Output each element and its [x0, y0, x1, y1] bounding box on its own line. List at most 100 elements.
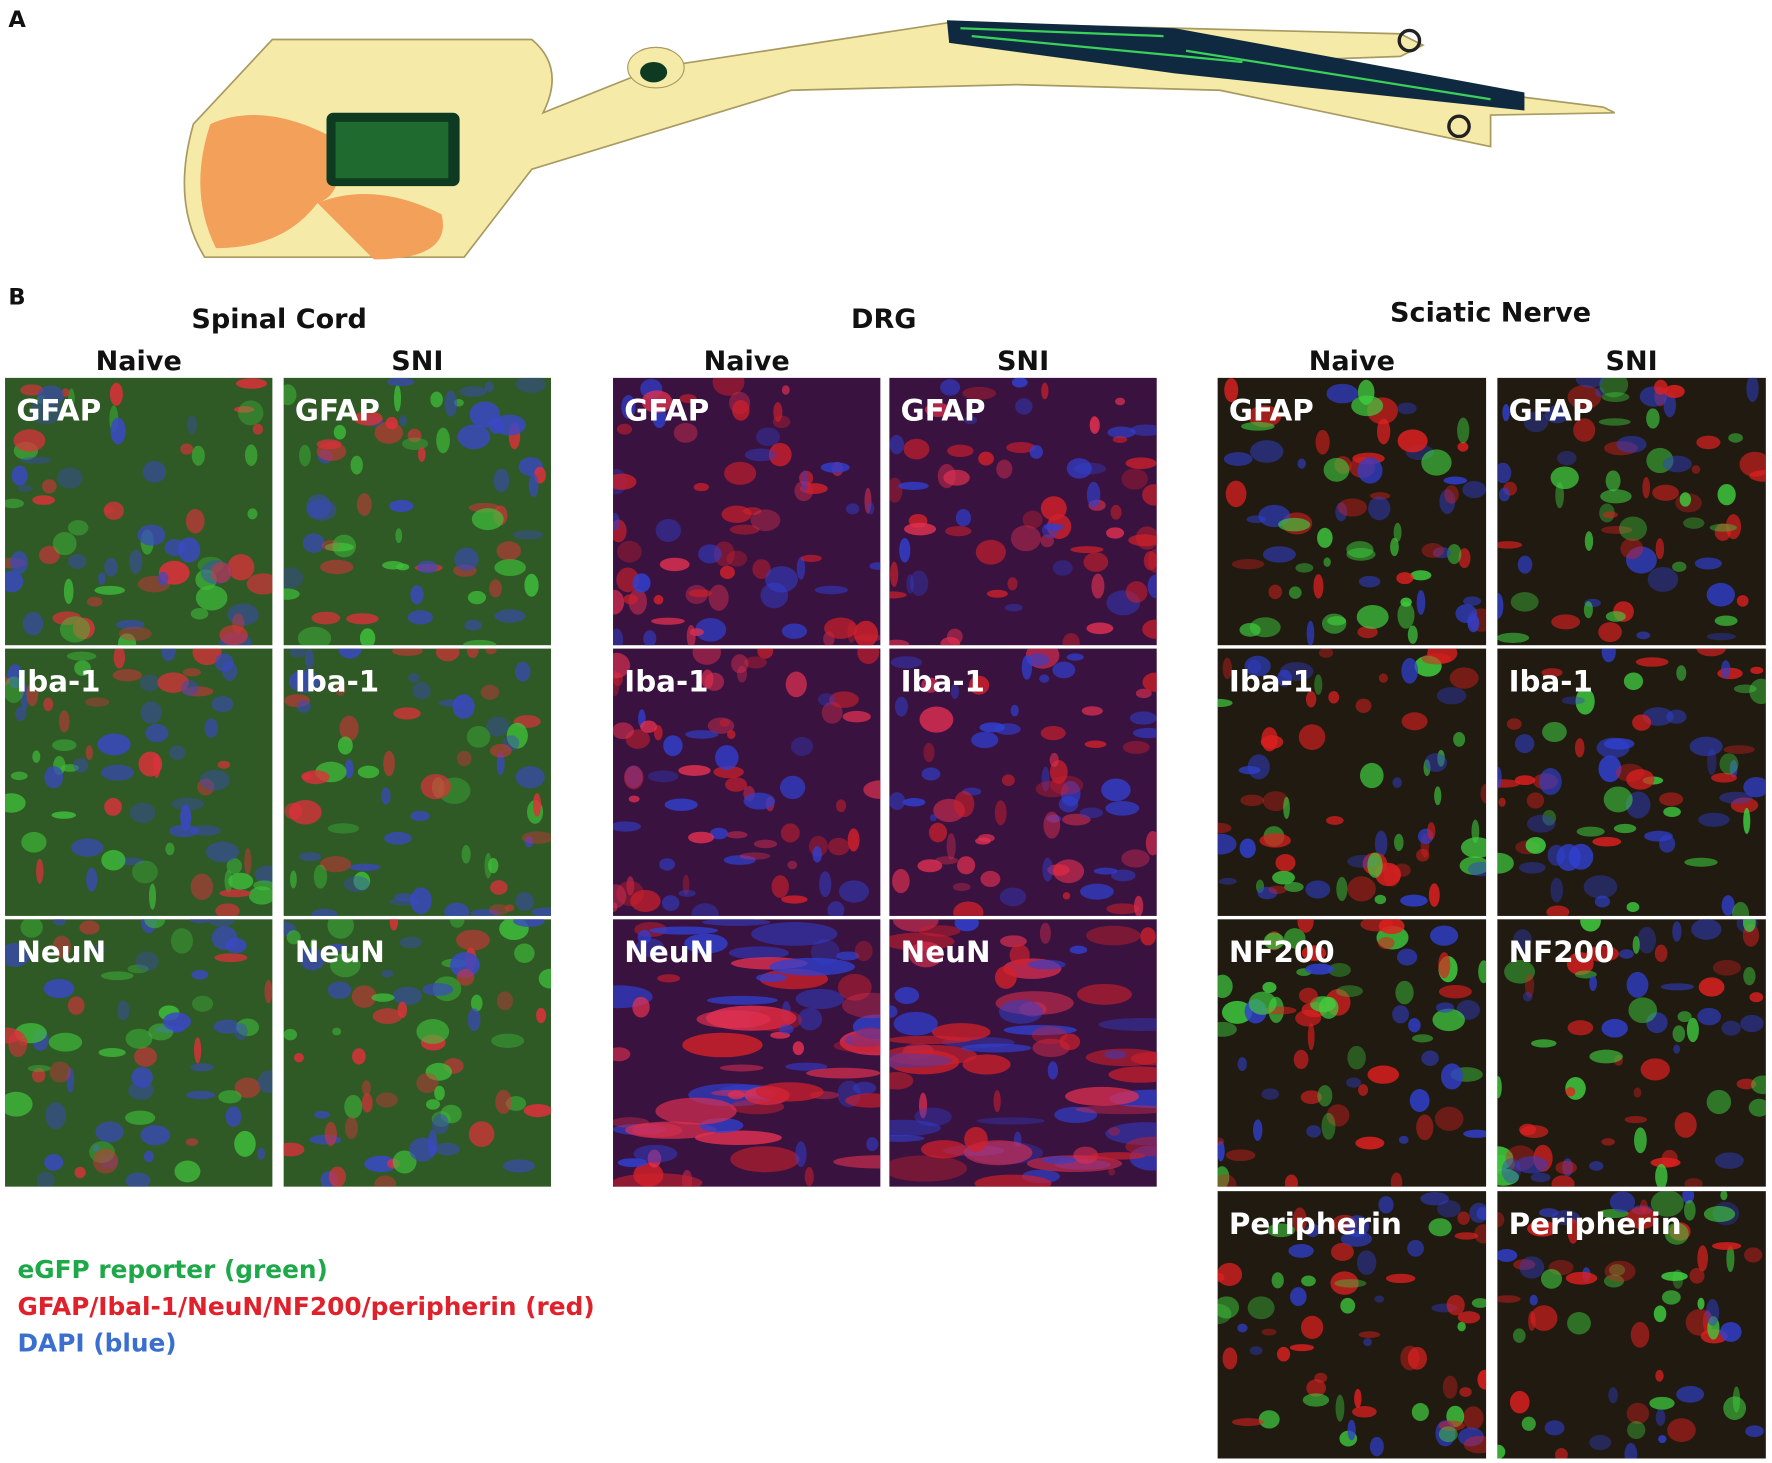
cell — [63, 578, 74, 605]
cell — [1374, 1295, 1385, 1303]
cell — [117, 633, 137, 646]
cell — [489, 904, 509, 916]
cell — [1323, 557, 1331, 567]
cell — [1567, 1218, 1579, 1244]
stain-label: Iba-1 — [1229, 664, 1313, 698]
cell — [1237, 1323, 1248, 1333]
cell — [1550, 877, 1564, 903]
cell — [1524, 973, 1535, 998]
cell — [283, 1142, 305, 1157]
cell — [1740, 1014, 1764, 1033]
cell — [964, 416, 978, 425]
cell — [1355, 698, 1372, 713]
cell — [1443, 476, 1468, 485]
cell — [514, 661, 531, 682]
column-header: Naive — [1309, 346, 1395, 377]
cell — [1266, 1223, 1296, 1238]
cell — [523, 1103, 551, 1118]
cell — [496, 541, 521, 561]
cell — [1497, 1146, 1514, 1171]
cell — [289, 870, 297, 889]
cell — [1438, 984, 1472, 999]
cell — [1684, 857, 1718, 867]
cell — [695, 618, 727, 642]
cell — [1603, 786, 1633, 813]
cell — [798, 1007, 823, 1031]
blobs — [613, 919, 881, 1187]
cell — [1043, 523, 1065, 531]
cell — [1335, 1394, 1345, 1422]
stain-label: GFAP — [1509, 394, 1594, 428]
cell — [1601, 1018, 1628, 1038]
cell — [1239, 838, 1256, 859]
cell — [1346, 547, 1376, 561]
cell — [1745, 1425, 1764, 1438]
cell — [1714, 1152, 1744, 1169]
cell — [170, 928, 193, 954]
cell — [1142, 619, 1157, 639]
cell — [1609, 1264, 1626, 1276]
cell — [392, 648, 423, 656]
cell — [1458, 1427, 1485, 1447]
cell — [1696, 648, 1726, 657]
cell — [968, 675, 990, 695]
cell — [1674, 1112, 1697, 1138]
cell — [349, 863, 381, 871]
stain-label: Peripherin — [1509, 1207, 1682, 1241]
cell — [753, 839, 778, 849]
cell — [889, 435, 905, 455]
cell — [1047, 1061, 1059, 1080]
cell — [1446, 1294, 1465, 1316]
cell — [1454, 1232, 1479, 1240]
cell — [1217, 698, 1233, 707]
cell — [1540, 1268, 1563, 1289]
cell — [1497, 541, 1523, 549]
cell — [649, 926, 719, 935]
column-header: Naive — [704, 346, 790, 377]
cell — [1626, 769, 1655, 790]
cell — [1522, 991, 1533, 1002]
cell — [1514, 734, 1535, 754]
cell — [869, 562, 881, 570]
cell — [706, 995, 778, 1005]
cell — [1589, 1049, 1623, 1064]
cell — [1040, 496, 1067, 521]
cell — [1007, 577, 1018, 591]
cell — [1567, 385, 1602, 410]
cell — [1749, 992, 1764, 1003]
cell — [626, 876, 635, 896]
cell — [1416, 589, 1426, 615]
cell — [181, 680, 199, 696]
stain-label: GFAP — [295, 394, 380, 428]
cell — [1672, 561, 1687, 572]
cell — [1385, 1273, 1416, 1284]
cell — [488, 857, 499, 874]
section-title: Sciatic Nerve — [1390, 297, 1591, 328]
cell — [109, 382, 123, 406]
cell — [182, 686, 214, 697]
cell — [1248, 405, 1282, 428]
cell — [1289, 1344, 1315, 1352]
cell — [524, 836, 534, 848]
cell — [1222, 1347, 1238, 1370]
cell — [1222, 657, 1232, 680]
cell — [1504, 959, 1536, 984]
cell — [708, 584, 729, 611]
cell — [190, 825, 221, 836]
cell — [994, 800, 1007, 826]
cell — [655, 1097, 737, 1125]
cell — [1463, 1435, 1487, 1454]
cell — [399, 414, 407, 427]
cell — [1655, 1369, 1664, 1382]
blobs — [1497, 919, 1766, 1187]
cell — [52, 919, 66, 926]
cell — [1231, 1418, 1264, 1427]
cell — [1636, 631, 1651, 640]
cell — [319, 856, 352, 873]
cell — [72, 617, 95, 640]
cell — [169, 745, 186, 761]
cell — [392, 1150, 417, 1174]
cell — [185, 1138, 199, 1147]
cell — [1107, 426, 1136, 439]
cell — [350, 455, 363, 475]
